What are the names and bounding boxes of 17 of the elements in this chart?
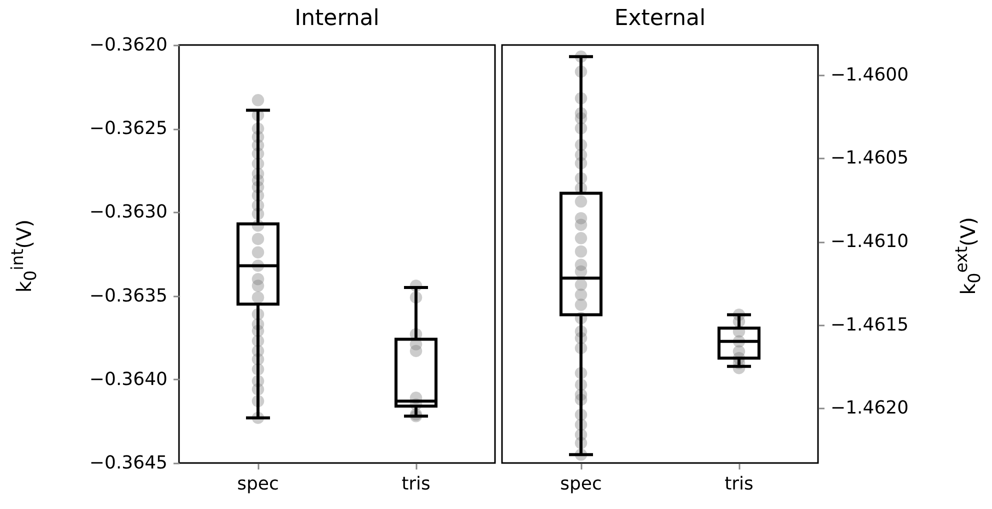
y2-tick-label: −1.4610 <box>830 231 909 252</box>
y2-tick-label: −1.4620 <box>830 398 909 419</box>
y-tick-label: −0.3640 <box>89 368 168 390</box>
y2-tick-label: −1.4605 <box>830 148 909 169</box>
y-tick-label: −0.3645 <box>89 452 168 474</box>
y-tick-label: −0.3625 <box>89 118 168 140</box>
chart-title: External <box>614 6 706 31</box>
x-tick-label: tris <box>402 474 430 494</box>
y2-tick-label: −1.4600 <box>830 64 909 86</box>
y-tick-label: −0.3635 <box>89 285 168 306</box>
x-tick-label: tris <box>724 474 754 494</box>
x-tick-label: spec <box>560 474 602 494</box>
y-tick-label: −0.3620 <box>89 34 168 56</box>
x-tick-label: spec <box>237 474 279 494</box>
chart-title: Internal <box>294 6 380 31</box>
y2-tick-label: −1.4615 <box>830 314 909 336</box>
y-tick-label: −0.3630 <box>89 202 168 223</box>
